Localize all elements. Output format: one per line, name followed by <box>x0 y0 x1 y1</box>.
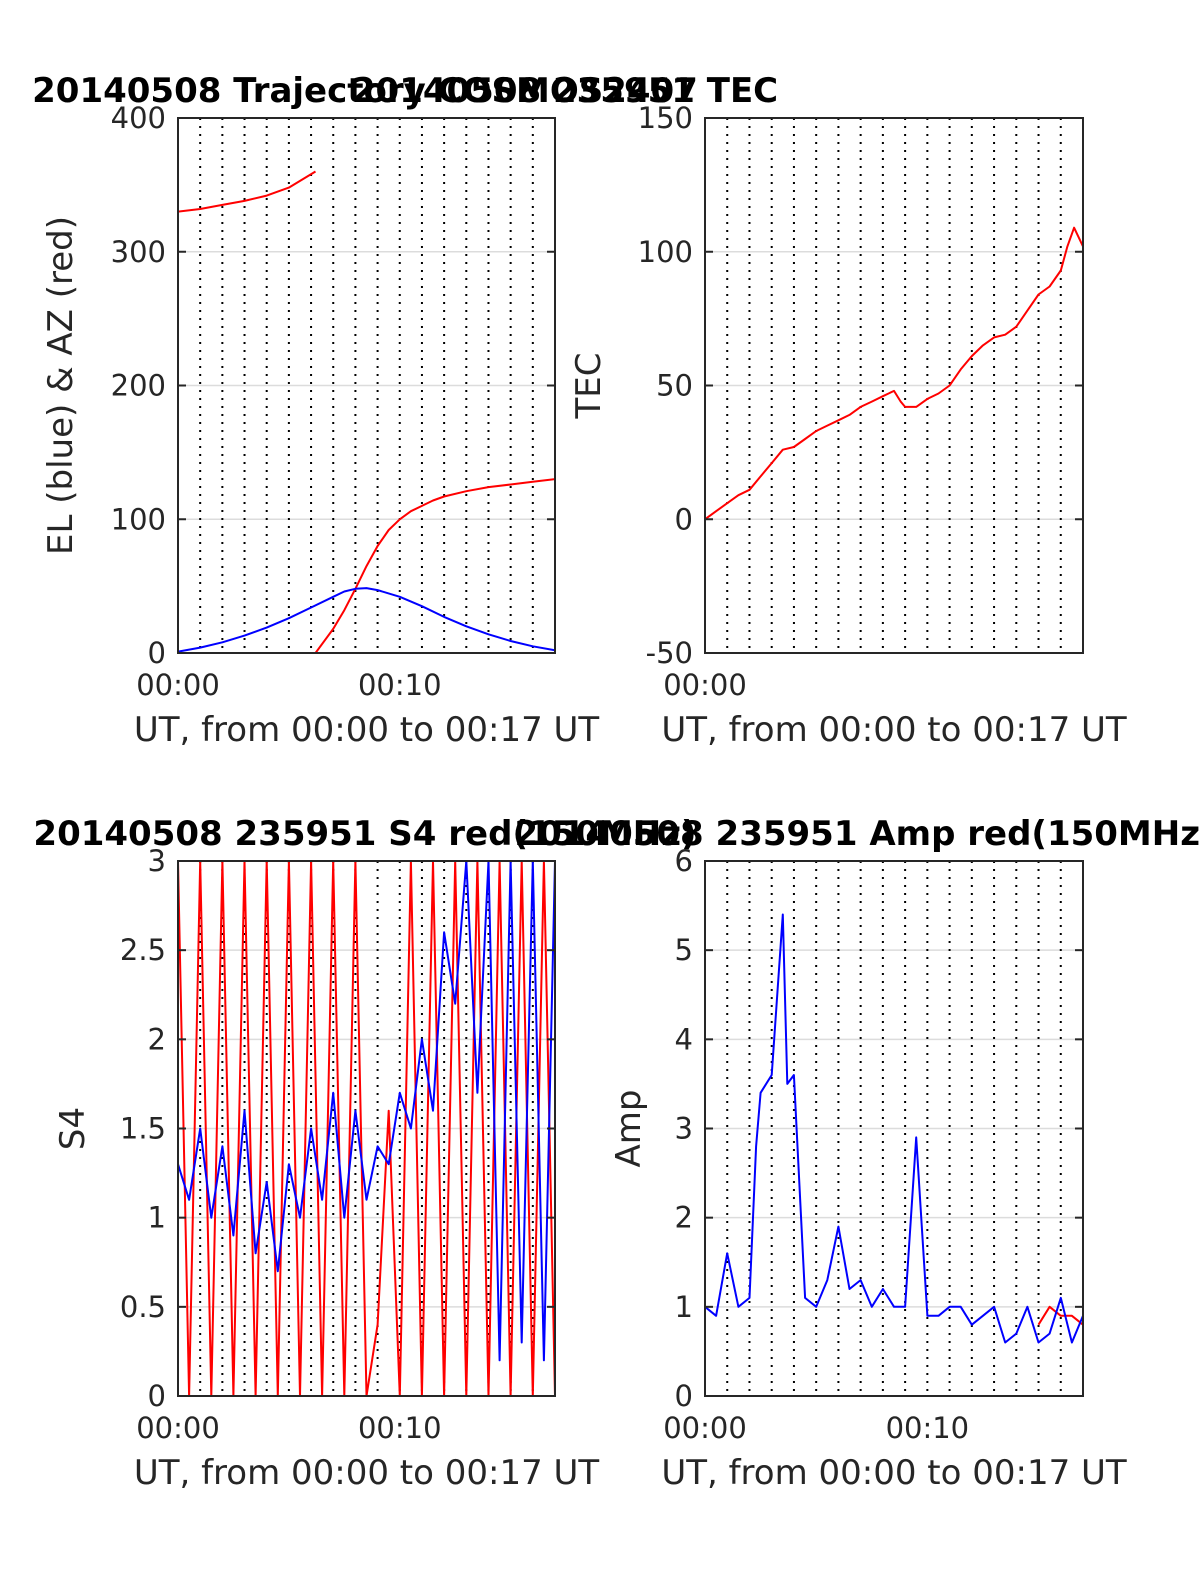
x-tick-label: 00:00 <box>136 1411 220 1445</box>
series-line-1 <box>178 170 555 653</box>
x-tick-label: 00:10 <box>358 668 442 702</box>
y-tick-label: 50 <box>656 369 693 403</box>
y-tick-label: 2 <box>675 1201 693 1235</box>
y-axis-label: TEC <box>569 353 609 420</box>
x-tick-label: 00:00 <box>663 1411 747 1445</box>
x-tick-label: 00:00 <box>663 668 747 702</box>
y-axis-label: Amp <box>609 1090 649 1168</box>
y-tick-label: 100 <box>111 502 166 536</box>
y-axis-label: EL (blue) & AZ (red) <box>41 216 81 555</box>
series-group <box>178 170 555 653</box>
chart-panel-2: -50 0 50 100 150 00:00 UT, from 00:00 to 00:17… <box>352 71 1127 750</box>
y-tick-label: -50 <box>646 636 693 670</box>
y-tick-label: 200 <box>111 369 166 403</box>
chart-title: 20140508 235951 TEC <box>352 71 778 111</box>
y-tick-label: 6 <box>675 844 693 878</box>
y-tick-label: 100 <box>638 235 693 269</box>
y-tick-label: 400 <box>111 101 166 135</box>
series-line-1 <box>178 861 555 1396</box>
series-line-2 <box>178 861 555 1362</box>
series-line-2 <box>705 913 1083 1344</box>
x-tick-label: 00:10 <box>358 1411 442 1445</box>
series-line-1 <box>1037 1305 1083 1326</box>
y-tick-label: 1 <box>148 1201 166 1235</box>
chart-title: 20140508 235951 S4 red(150MHz) <box>33 814 696 854</box>
chart-panel-1: 0 100 200 300 400 00:00 00:10 UT, from 00:00 to… <box>32 71 698 750</box>
x-axis-label: UT, from 00:00 to 00:17 UT <box>661 1453 1127 1493</box>
y-tick-label: 0 <box>675 502 693 536</box>
y-tick-label: 150 <box>638 101 693 135</box>
y-tick-label: 5 <box>675 933 693 967</box>
series-group <box>705 226 1083 521</box>
y-tick-label: 1 <box>675 1290 693 1324</box>
y-tick-label: 300 <box>111 235 166 269</box>
chart-title: 20140508 Trajectory COSMOS2407 <box>32 71 698 111</box>
y-axis-label: S4 <box>53 1107 93 1150</box>
y-tick-label: 1.5 <box>120 1112 166 1146</box>
y-tick-label: 4 <box>675 1022 693 1056</box>
chart-title: 20140508 235951 Amp red(150MHz) <box>514 814 1200 854</box>
chart-panel-3: 0 0.5 1 1.5 2 2.5 3 00:00 00:10 UT, from 00:00 to… <box>33 814 696 1493</box>
y-tick-label: 2.5 <box>120 933 166 967</box>
series-line-2 <box>178 587 555 653</box>
x-tick-label: 00:00 <box>136 668 220 702</box>
y-tick-label: 3 <box>148 844 166 878</box>
series-line-1 <box>705 226 1083 521</box>
y-tick-label: 0 <box>675 1379 693 1413</box>
y-tick-label: 0.5 <box>120 1290 166 1324</box>
y-tick-label: 0 <box>148 1379 166 1413</box>
x-axis-label: UT, from 00:00 to 00:17 UT <box>661 710 1127 750</box>
x-tick-label: 00:10 <box>886 1411 970 1445</box>
y-tick-label: 2 <box>148 1022 166 1056</box>
y-tick-label: 3 <box>675 1112 693 1146</box>
series-group <box>705 913 1083 1344</box>
y-tick-label: 0 <box>148 636 166 670</box>
x-axis-label: UT, from 00:00 to 00:17 UT <box>134 710 600 750</box>
series-group <box>178 861 555 1396</box>
chart-panel-4: 0 1 2 3 4 5 6 00:00 00:10 UT, from 00:00 to 00:17… <box>514 814 1200 1493</box>
x-axis-label: UT, from 00:00 to 00:17 UT <box>134 1453 600 1493</box>
